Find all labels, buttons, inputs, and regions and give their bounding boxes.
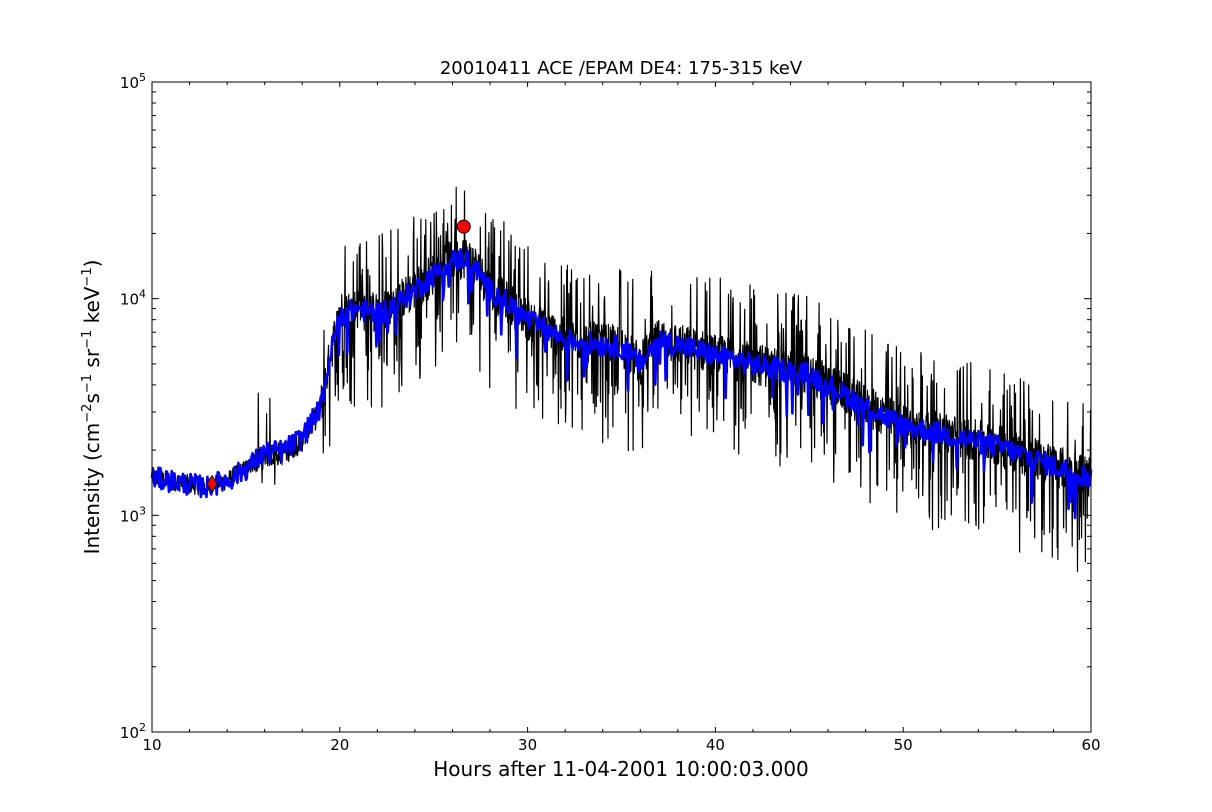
chart-title: 20010411 ACE /EPAM DE4: 175-315 keV <box>440 58 803 79</box>
y-tick-base: 10 <box>120 507 139 525</box>
y-tick-label: 105 <box>120 71 146 92</box>
x-tick-label: 30 <box>518 736 537 754</box>
onset-marker <box>206 474 218 493</box>
y-axis-label-suffix: ) <box>80 260 104 268</box>
x-tick-label: 60 <box>1081 736 1100 754</box>
y-axis-label-exp3: −1 <box>80 330 95 349</box>
x-tick-label: 20 <box>330 736 349 754</box>
y-tick-base: 10 <box>120 724 139 742</box>
markers <box>206 219 471 493</box>
y-axis-label-kev: keV <box>80 286 104 330</box>
y-axis-label-exp1: −2 <box>80 404 95 423</box>
plot-frame <box>151 81 1092 733</box>
y-tick-base: 10 <box>120 74 139 92</box>
x-axis: 10 20 30 40 50 60 <box>142 82 1101 754</box>
y-tick-label: 104 <box>120 288 146 309</box>
y-axis-label: Intensity (cm−2s−1 sr−1 keV−1) <box>80 260 104 555</box>
x-tick-label: 40 <box>706 736 725 754</box>
smoothed-series <box>150 248 1093 520</box>
x-tick-label: 50 <box>894 736 913 754</box>
peak-marker <box>456 219 471 234</box>
y-tick-label: 103 <box>120 504 146 525</box>
y-tick-label: 102 <box>120 721 146 742</box>
y-axis-label-prefix: Intensity (cm <box>80 423 104 555</box>
y-axis-label-exp2: −1 <box>80 374 95 393</box>
plot-area <box>150 81 1093 733</box>
y-tick-exp: 3 <box>139 504 146 517</box>
y-tick-base: 10 <box>120 291 139 309</box>
y-axis-label-exp4: −1 <box>80 267 95 286</box>
y-tick-exp: 2 <box>139 721 146 734</box>
x-axis-label: Hours after 11-04-2001 10:00:03.000 <box>433 757 809 781</box>
y-tick-exp: 4 <box>139 288 146 301</box>
x-tick-label: 10 <box>142 736 161 754</box>
plot-background <box>152 82 1091 732</box>
y-axis-label-s: s <box>80 393 104 403</box>
smoothed-intensity-line <box>150 248 1093 520</box>
y-tick-exp: 5 <box>139 71 146 84</box>
y-axis-label-sr: sr <box>80 348 104 374</box>
